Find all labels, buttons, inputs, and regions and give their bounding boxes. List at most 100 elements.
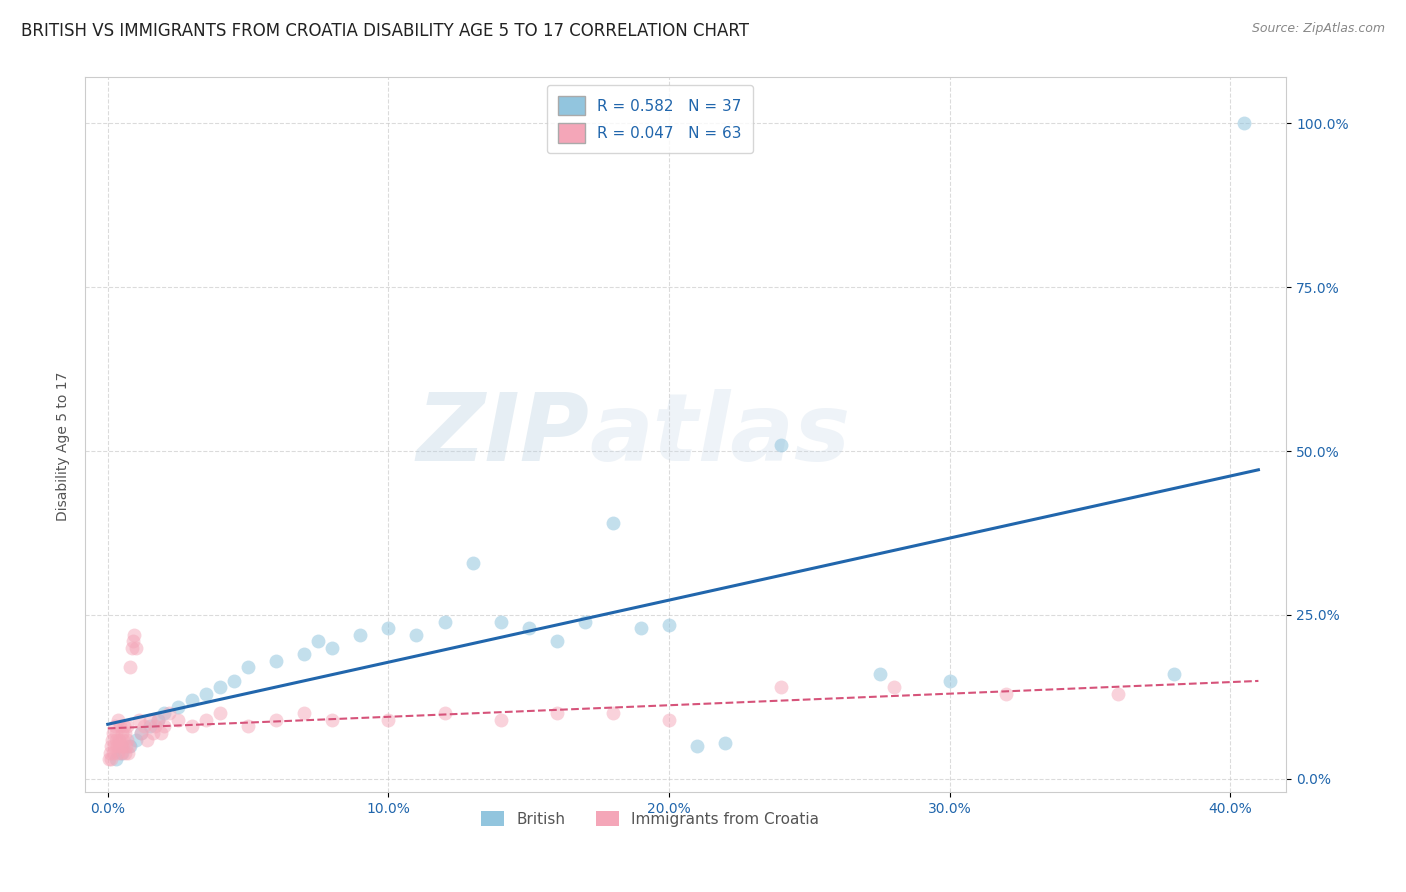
Point bbox=[111, 726, 134, 740]
Point bbox=[125, 640, 148, 655]
Point bbox=[208, 680, 231, 694]
Point bbox=[107, 746, 129, 760]
Point bbox=[714, 736, 737, 750]
Point bbox=[108, 732, 131, 747]
Point bbox=[630, 621, 652, 635]
Point bbox=[128, 713, 150, 727]
Point bbox=[1107, 687, 1129, 701]
Point bbox=[461, 556, 484, 570]
Point bbox=[377, 713, 399, 727]
Point bbox=[100, 739, 122, 753]
Point bbox=[134, 719, 156, 733]
Point bbox=[98, 746, 121, 760]
Point bbox=[103, 726, 125, 740]
Text: atlas: atlas bbox=[589, 389, 851, 481]
Point bbox=[938, 673, 960, 688]
Point bbox=[105, 752, 128, 766]
Point bbox=[264, 713, 287, 727]
Point bbox=[686, 739, 709, 753]
Point bbox=[433, 706, 456, 721]
Point bbox=[181, 719, 204, 733]
Point bbox=[142, 726, 165, 740]
Point bbox=[139, 713, 162, 727]
Point bbox=[98, 752, 121, 766]
Point bbox=[105, 739, 128, 753]
Point bbox=[120, 660, 142, 674]
Point bbox=[104, 719, 127, 733]
Point bbox=[1233, 116, 1256, 130]
Point bbox=[770, 437, 793, 451]
Point bbox=[150, 726, 173, 740]
Point bbox=[405, 627, 427, 641]
Point bbox=[122, 634, 145, 648]
Point bbox=[101, 732, 124, 747]
Point bbox=[292, 706, 315, 721]
Point bbox=[546, 634, 568, 648]
Point bbox=[770, 680, 793, 694]
Point bbox=[321, 640, 343, 655]
Point bbox=[105, 726, 128, 740]
Text: Source: ZipAtlas.com: Source: ZipAtlas.com bbox=[1251, 22, 1385, 36]
Point bbox=[292, 648, 315, 662]
Point bbox=[110, 719, 132, 733]
Point bbox=[264, 654, 287, 668]
Point bbox=[100, 752, 122, 766]
Point bbox=[108, 739, 131, 753]
Point bbox=[194, 687, 217, 701]
Legend: British, Immigrants from Croatia: British, Immigrants from Croatia bbox=[474, 803, 827, 834]
Point bbox=[125, 732, 148, 747]
Point bbox=[159, 706, 181, 721]
Point bbox=[546, 706, 568, 721]
Point bbox=[131, 726, 153, 740]
Point bbox=[124, 627, 146, 641]
Point bbox=[118, 739, 141, 753]
Point bbox=[121, 640, 143, 655]
Point bbox=[148, 713, 170, 727]
Point bbox=[110, 746, 132, 760]
Point bbox=[994, 687, 1017, 701]
Point bbox=[869, 667, 891, 681]
Point bbox=[658, 617, 681, 632]
Point bbox=[883, 680, 905, 694]
Point bbox=[153, 706, 176, 721]
Point bbox=[222, 673, 245, 688]
Text: ZIP: ZIP bbox=[418, 389, 589, 481]
Point bbox=[489, 615, 512, 629]
Point bbox=[194, 713, 217, 727]
Point bbox=[1163, 667, 1185, 681]
Point bbox=[181, 693, 204, 707]
Point bbox=[111, 746, 134, 760]
Point bbox=[115, 739, 138, 753]
Point bbox=[208, 706, 231, 721]
Point bbox=[101, 746, 124, 760]
Point bbox=[117, 746, 139, 760]
Point bbox=[115, 732, 138, 747]
Point bbox=[107, 713, 129, 727]
Point bbox=[131, 726, 153, 740]
Point bbox=[114, 746, 136, 760]
Text: Disability Age 5 to 17: Disability Age 5 to 17 bbox=[56, 371, 70, 521]
Point bbox=[517, 621, 540, 635]
Point bbox=[167, 699, 190, 714]
Point bbox=[114, 726, 136, 740]
Point bbox=[139, 719, 162, 733]
Point bbox=[236, 719, 259, 733]
Point bbox=[321, 713, 343, 727]
Point bbox=[136, 732, 159, 747]
Point bbox=[307, 634, 329, 648]
Point bbox=[489, 713, 512, 727]
Text: BRITISH VS IMMIGRANTS FROM CROATIA DISABILITY AGE 5 TO 17 CORRELATION CHART: BRITISH VS IMMIGRANTS FROM CROATIA DISAB… bbox=[21, 22, 749, 40]
Point bbox=[602, 706, 624, 721]
Point bbox=[349, 627, 371, 641]
Point bbox=[104, 732, 127, 747]
Point bbox=[153, 719, 176, 733]
Point bbox=[602, 516, 624, 531]
Point bbox=[117, 719, 139, 733]
Point bbox=[377, 621, 399, 635]
Point bbox=[111, 739, 134, 753]
Point bbox=[112, 719, 135, 733]
Point bbox=[148, 713, 170, 727]
Point bbox=[433, 615, 456, 629]
Point bbox=[145, 719, 167, 733]
Point bbox=[236, 660, 259, 674]
